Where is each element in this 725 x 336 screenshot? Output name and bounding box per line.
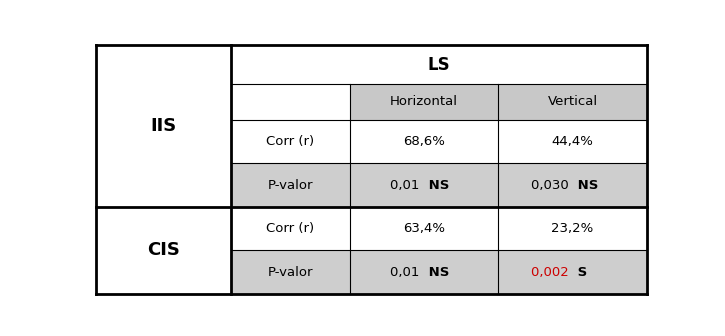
Text: P-valor: P-valor [268, 179, 313, 192]
Text: 68,6%: 68,6% [403, 135, 445, 148]
Text: IIS: IIS [151, 117, 177, 135]
Bar [231, 164, 647, 207]
Bar [349, 84, 647, 120]
Text: 63,4%: 63,4% [403, 222, 445, 235]
Text: Vertical: Vertical [547, 95, 597, 109]
Text: 44,4%: 44,4% [552, 135, 594, 148]
Bar [231, 250, 647, 294]
Text: Corr (r): Corr (r) [266, 135, 315, 148]
Text: 0,01: 0,01 [390, 266, 424, 279]
Text: NS: NS [424, 179, 450, 192]
Text: P-valor: P-valor [268, 266, 313, 279]
Text: 0,030: 0,030 [531, 179, 573, 192]
Text: NS: NS [573, 179, 598, 192]
Text: S: S [573, 266, 587, 279]
Text: CIS: CIS [147, 241, 180, 259]
Text: 0,01: 0,01 [390, 179, 424, 192]
Text: NS: NS [424, 266, 450, 279]
Text: Horizontal: Horizontal [390, 95, 458, 109]
Text: LS: LS [428, 56, 450, 74]
Text: 23,2%: 23,2% [552, 222, 594, 235]
Text: Corr (r): Corr (r) [266, 222, 315, 235]
Text: 0,002: 0,002 [531, 266, 573, 279]
